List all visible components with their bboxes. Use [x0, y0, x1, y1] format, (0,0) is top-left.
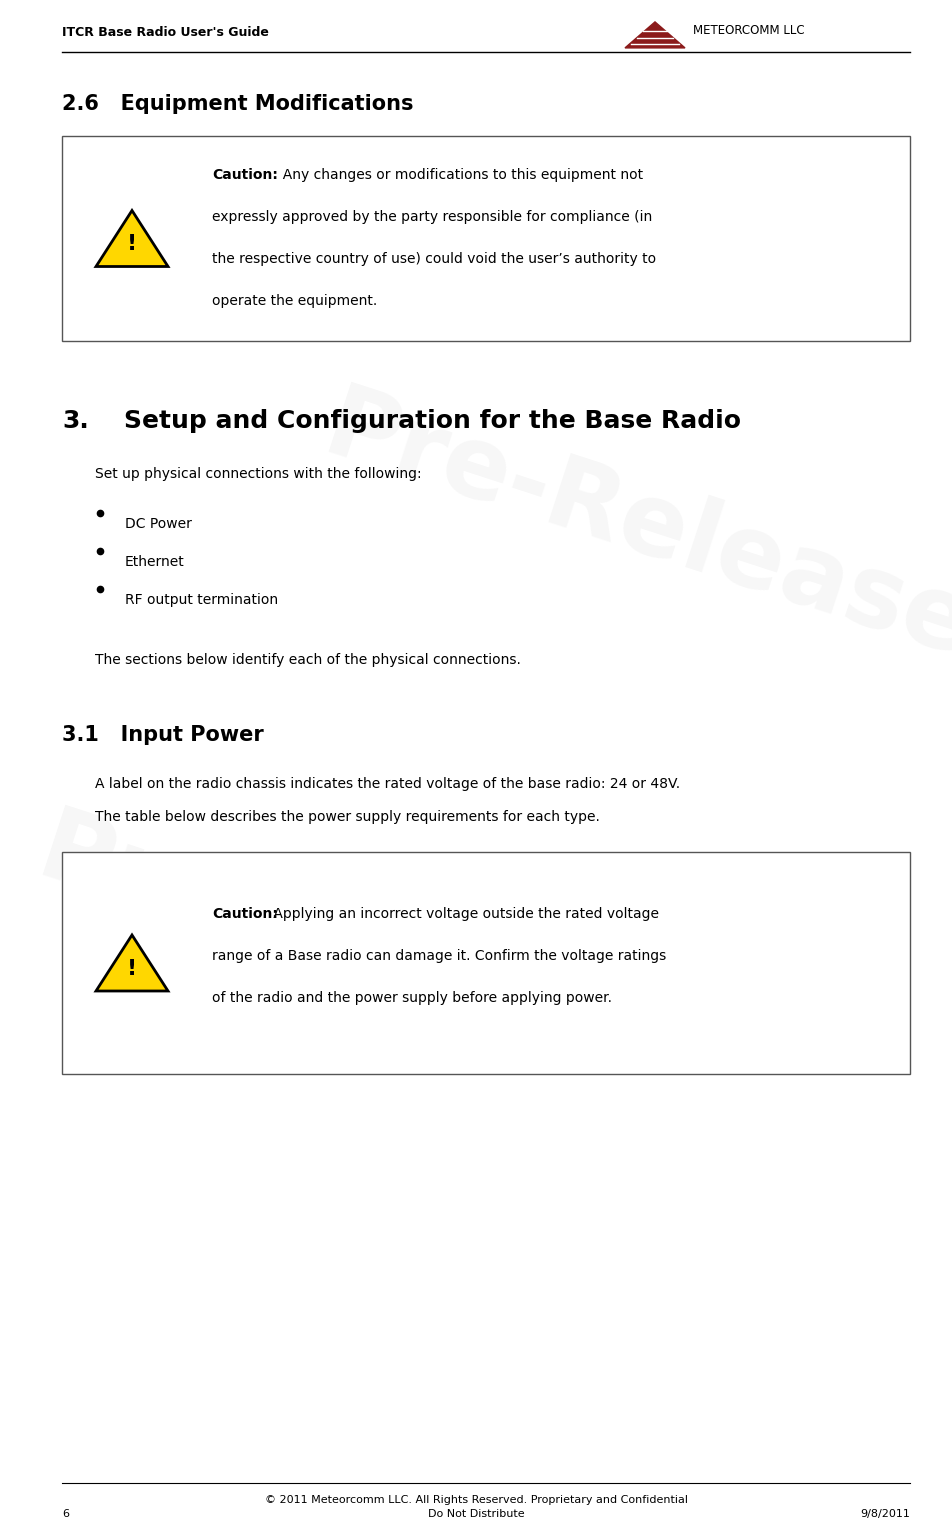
Polygon shape — [625, 21, 684, 47]
Text: Any changes or modifications to this equipment not: Any changes or modifications to this equ… — [274, 168, 643, 182]
Text: range of a Base radio can damage it. Confirm the voltage ratings: range of a Base radio can damage it. Con… — [211, 949, 665, 963]
Text: © 2011 Meteorcomm LLC. All Rights Reserved. Proprietary and Confidential: © 2011 Meteorcomm LLC. All Rights Reserv… — [265, 1494, 687, 1505]
Text: Pre-Release: Pre-Release — [312, 378, 952, 680]
Text: expressly approved by the party responsible for compliance (in: expressly approved by the party responsi… — [211, 210, 651, 224]
Text: 2.6   Equipment Modifications: 2.6 Equipment Modifications — [62, 93, 413, 113]
Text: !: ! — [127, 234, 137, 254]
Text: the respective country of use) could void the user’s authority to: the respective country of use) could voi… — [211, 253, 655, 266]
Text: 3.: 3. — [62, 409, 89, 433]
Text: 6: 6 — [62, 1510, 69, 1519]
Polygon shape — [96, 210, 168, 266]
Text: of the radio and the power supply before applying power.: of the radio and the power supply before… — [211, 991, 611, 1004]
Text: Set up physical connections with the following:: Set up physical connections with the fol… — [95, 467, 421, 481]
Text: Caution:: Caution: — [211, 168, 278, 182]
FancyBboxPatch shape — [62, 136, 909, 341]
Text: The sections below identify each of the physical connections.: The sections below identify each of the … — [95, 654, 521, 668]
FancyBboxPatch shape — [62, 851, 909, 1075]
Polygon shape — [96, 935, 168, 991]
Text: Caution:: Caution: — [211, 906, 278, 922]
Text: METEORCOMM LLC: METEORCOMM LLC — [692, 24, 803, 37]
Text: ITCR Base Radio User's Guide: ITCR Base Radio User's Guide — [62, 26, 268, 38]
Text: 9/8/2011: 9/8/2011 — [860, 1510, 909, 1519]
Text: operate the equipment.: operate the equipment. — [211, 294, 377, 308]
Text: The table below describes the power supply requirements for each type.: The table below describes the power supp… — [95, 810, 599, 824]
Text: Do Not Distribute: Do Not Distribute — [427, 1510, 525, 1519]
Text: 3.1   Input Power: 3.1 Input Power — [62, 726, 264, 746]
Text: Ethernet: Ethernet — [125, 556, 185, 570]
Text: A label on the radio chassis indicates the rated voltage of the base radio: 24 o: A label on the radio chassis indicates t… — [95, 778, 680, 792]
Text: DC Power: DC Power — [125, 517, 191, 531]
Text: Applying an incorrect voltage outside the rated voltage: Applying an incorrect voltage outside th… — [268, 906, 659, 922]
Text: Pre-Release: Pre-Release — [27, 802, 697, 1102]
Text: RF output termination: RF output termination — [125, 592, 278, 606]
Text: Setup and Configuration for the Base Radio: Setup and Configuration for the Base Rad… — [124, 409, 741, 433]
Text: !: ! — [127, 958, 137, 978]
